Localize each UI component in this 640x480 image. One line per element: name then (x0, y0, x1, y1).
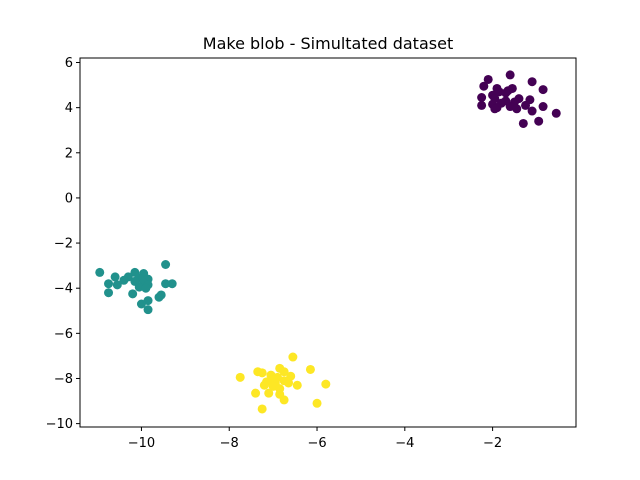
data-point (259, 380, 269, 390)
data-point (257, 404, 267, 414)
y-tick-label: −4 (54, 282, 73, 297)
data-point (490, 104, 500, 114)
data-point (257, 368, 267, 378)
data-point (501, 88, 511, 98)
data-point (512, 104, 522, 114)
data-point (477, 93, 487, 102)
chart-title: Make blob - Simultated dataset (203, 34, 453, 53)
data-point (284, 378, 293, 388)
data-point (527, 106, 537, 116)
data-point (518, 118, 528, 128)
data-point (286, 371, 296, 381)
data-point (161, 260, 171, 269)
data-point (279, 367, 289, 377)
data-point (551, 108, 561, 118)
data-point (305, 364, 315, 374)
y-tick-label: −8 (54, 372, 73, 387)
data-point (154, 292, 164, 302)
data-point (538, 85, 548, 95)
data-point (483, 74, 493, 84)
data-point (136, 299, 146, 309)
data-point (141, 283, 151, 293)
data-point (119, 275, 129, 285)
points-layer (95, 70, 561, 414)
y-tick-label: −2 (54, 237, 73, 252)
y-tick-label: −6 (54, 327, 73, 342)
x-tick-label: −8 (220, 436, 239, 451)
y-axis: −10 −8 −6 −4 −2 0 2 4 6 (46, 56, 80, 432)
data-point (288, 352, 298, 362)
data-point (264, 388, 274, 398)
y-tick-label: 0 (65, 191, 73, 206)
plot-frame (79, 57, 577, 428)
data-point (143, 305, 153, 315)
y-tick-label: 2 (65, 146, 73, 161)
x-tick-label: −10 (128, 436, 155, 451)
data-point (104, 288, 114, 298)
data-point (292, 380, 302, 390)
y-tick-label: 6 (65, 56, 73, 71)
data-point (167, 279, 177, 289)
y-tick-label: 4 (65, 101, 73, 116)
data-point (521, 100, 531, 110)
data-point (110, 272, 120, 282)
data-point (251, 388, 261, 398)
x-tick-label: −6 (307, 436, 326, 451)
data-point (128, 289, 138, 299)
data-point (112, 280, 122, 290)
data-point (479, 81, 489, 91)
y-tick-label: −10 (46, 417, 73, 432)
x-tick-label: −2 (483, 436, 502, 451)
data-point (235, 372, 245, 382)
data-point (95, 267, 105, 277)
data-point (505, 70, 515, 80)
data-point (312, 398, 322, 408)
x-tick-label: −4 (395, 436, 414, 451)
data-point (104, 279, 114, 289)
data-point (534, 116, 544, 126)
data-point (477, 100, 487, 110)
data-point (321, 379, 331, 389)
x-axis: −10 −8 −6 −4 −2 (128, 427, 502, 451)
data-point (538, 102, 548, 112)
data-point (161, 279, 171, 289)
data-point (527, 77, 537, 87)
data-point (279, 395, 289, 405)
